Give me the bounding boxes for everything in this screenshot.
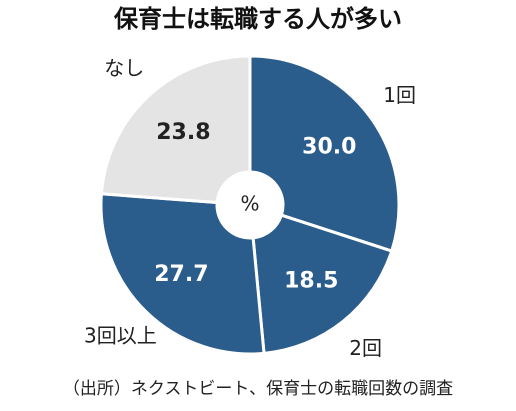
category-label: なし — [104, 56, 144, 80]
category-label: 2回 — [349, 336, 382, 360]
donut-slice — [248, 54, 401, 253]
data-label: 30.0 — [302, 134, 356, 159]
donut-slice — [99, 54, 252, 205]
donut-slice — [99, 192, 266, 356]
data-label: 27.7 — [154, 262, 208, 287]
data-label: 18.5 — [284, 268, 338, 293]
data-label: 23.8 — [156, 120, 210, 145]
chart-title: 保育士は転職する人が多い — [113, 5, 402, 33]
center-label: % — [240, 192, 259, 216]
source-note: （出所）ネクストビート、保育士の転職回数の調査 — [63, 379, 453, 399]
donut-slice — [251, 213, 394, 355]
category-label: 1回 — [383, 83, 416, 107]
category-label: 3回以上 — [84, 324, 157, 348]
